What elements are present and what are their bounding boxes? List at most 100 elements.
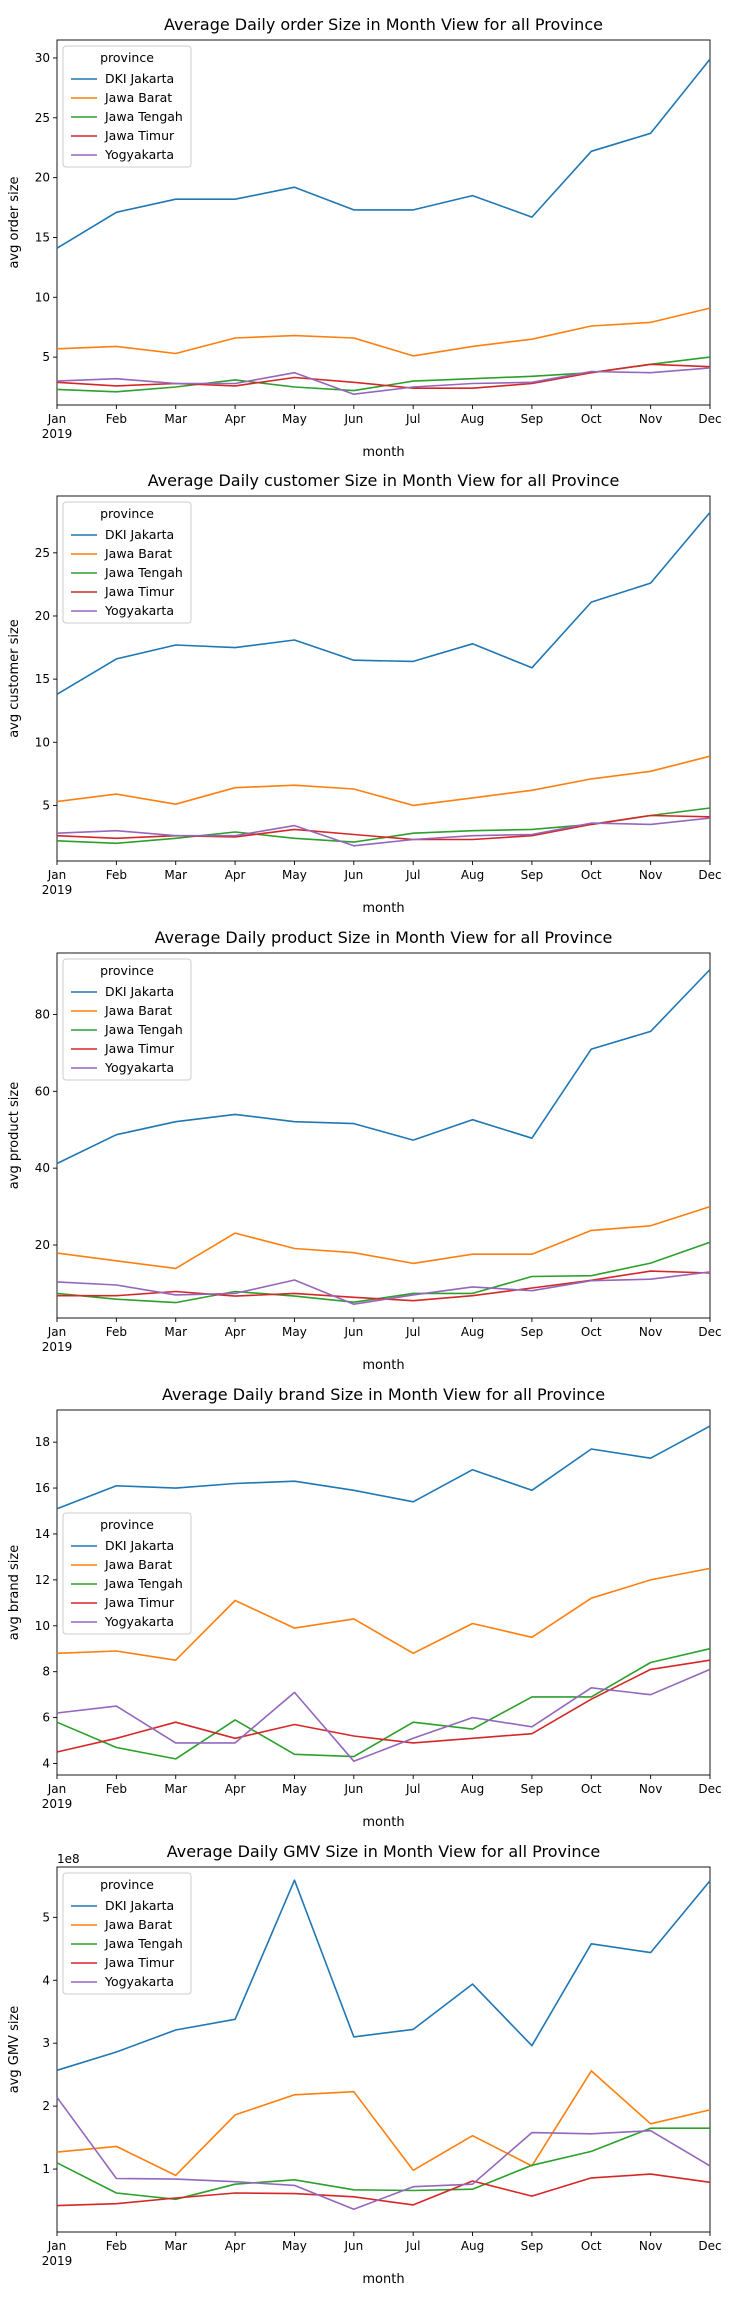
legend-label-jawa-tengah: Jawa Tengah bbox=[104, 1576, 183, 1591]
y-tick-label: 25 bbox=[35, 546, 50, 560]
x-tick-label: May bbox=[282, 412, 307, 426]
x-tick-label: Jan bbox=[47, 1325, 67, 1339]
x-tick-label: Jul bbox=[405, 412, 420, 426]
chart-title: Average Daily brand Size in Month View f… bbox=[162, 1385, 605, 1404]
legend-label-yogyakarta: Yogyakarta bbox=[104, 147, 174, 162]
legend-label-jawa-barat: Jawa Barat bbox=[104, 1557, 172, 1572]
y-tick-label: 20 bbox=[35, 609, 50, 623]
legend-title: province bbox=[100, 50, 154, 65]
x-tick-label: Jul bbox=[405, 1782, 420, 1796]
legend-label-jawa-tengah: Jawa Tengah bbox=[104, 109, 183, 124]
x-tick-label: Aug bbox=[461, 412, 484, 426]
y-axis-label: avg order size bbox=[7, 176, 22, 268]
chart-title: Average Daily customer Size in Month Vie… bbox=[148, 471, 620, 490]
x-axis-label: month bbox=[362, 1815, 404, 1830]
x-tick-label: Jul bbox=[405, 868, 420, 882]
y-tick-label: 60 bbox=[35, 1084, 50, 1098]
series-line-jawa-timur bbox=[56, 814, 711, 841]
y-tick-label: 15 bbox=[35, 230, 50, 244]
x-tick-year-label: 2019 bbox=[42, 1797, 73, 1811]
series-line-jawa-tengah bbox=[56, 1647, 711, 1760]
y-tick-label: 80 bbox=[35, 1007, 50, 1021]
y-tick-label: 6 bbox=[42, 1711, 50, 1725]
x-tick-label: Feb bbox=[106, 2239, 127, 2253]
series-line-jawa-timur bbox=[56, 2173, 711, 2207]
y-tick-label: 1 bbox=[42, 2162, 50, 2176]
legend-label-jawa-tengah: Jawa Tengah bbox=[104, 565, 183, 580]
y-axis-label: avg product size bbox=[7, 1082, 22, 1189]
x-tick-label: Sep bbox=[521, 1782, 544, 1796]
series-line-jawa-barat bbox=[56, 1205, 711, 1270]
legend-label-jawa-timur: Jawa Timur bbox=[104, 128, 175, 143]
x-tick-label: Dec bbox=[698, 868, 721, 882]
x-axis-label: month bbox=[362, 1358, 404, 1373]
series-line-yogyakarta bbox=[56, 367, 711, 396]
series-line-jawa-timur bbox=[56, 363, 711, 390]
series-line-yogyakarta bbox=[56, 817, 711, 847]
x-tick-label: Oct bbox=[581, 1782, 602, 1796]
x-tick-label: Apr bbox=[225, 2239, 246, 2253]
y-tick-label: 10 bbox=[35, 290, 50, 304]
x-tick-year-label: 2019 bbox=[42, 1340, 73, 1354]
x-axis-label: month bbox=[362, 901, 404, 916]
x-tick-label: Apr bbox=[225, 1782, 246, 1796]
series-line-jawa-tengah bbox=[56, 2127, 710, 2201]
x-tick-label: Nov bbox=[639, 1325, 662, 1339]
legend: province DKI Jakarta Jawa Barat Jawa Tengah… bbox=[62, 45, 192, 168]
x-tick-label: Jan bbox=[47, 868, 67, 882]
legend-label-jawa-tengah: Jawa Tengah bbox=[104, 1936, 183, 1951]
y-tick-label: 16 bbox=[35, 1481, 50, 1495]
series-line-dki-jakarta bbox=[56, 968, 711, 1165]
legend-label-dki-jakarta: DKI Jakarta bbox=[105, 527, 174, 542]
y-tick-label: 10 bbox=[35, 1619, 50, 1633]
x-tick-year-label: 2019 bbox=[42, 427, 73, 441]
legend-label-jawa-timur: Jawa Timur bbox=[104, 1041, 175, 1056]
legend-label-yogyakarta: Yogyakarta bbox=[104, 1614, 174, 1629]
x-tick-year-label: 2019 bbox=[42, 2254, 73, 2268]
x-tick-label: Sep bbox=[521, 412, 544, 426]
y-tick-label: 25 bbox=[35, 111, 50, 125]
x-tick-year-label: 2019 bbox=[42, 883, 73, 897]
series-line-jawa-barat bbox=[56, 307, 711, 357]
y-tick-label: 20 bbox=[35, 1238, 50, 1252]
x-tick-label: Mar bbox=[164, 412, 187, 426]
legend: province DKI Jakarta Jawa Barat Jawa Tengah… bbox=[62, 958, 192, 1081]
legend: province DKI Jakarta Jawa Barat Jawa Tengah… bbox=[62, 501, 192, 624]
x-tick-label: Mar bbox=[164, 868, 187, 882]
legend: province DKI Jakarta Jawa Barat Jawa Tengah… bbox=[62, 1872, 192, 1995]
series-line-dki-jakarta bbox=[56, 1425, 711, 1510]
x-tick-label: Oct bbox=[581, 1325, 602, 1339]
x-tick-label: Jun bbox=[343, 1325, 363, 1339]
x-tick-label: Oct bbox=[581, 412, 602, 426]
legend-label-jawa-timur: Jawa Timur bbox=[104, 1595, 175, 1610]
x-tick-label: Apr bbox=[225, 412, 246, 426]
x-tick-label: Nov bbox=[639, 412, 662, 426]
x-tick-label: Aug bbox=[461, 1782, 484, 1796]
x-tick-label: Mar bbox=[164, 2239, 187, 2253]
y-tick-label: 20 bbox=[35, 171, 50, 185]
axes-frame bbox=[56, 495, 711, 862]
x-tick-label: May bbox=[282, 1782, 307, 1796]
x-tick-label: Dec bbox=[698, 1325, 721, 1339]
series-line-yogyakarta bbox=[56, 2096, 711, 2211]
legend-label-yogyakarta: Yogyakarta bbox=[104, 1974, 174, 1989]
legend-label-yogyakarta: Yogyakarta bbox=[104, 603, 174, 618]
legend-label-jawa-barat: Jawa Barat bbox=[104, 1917, 172, 1932]
series-line-yogyakarta bbox=[56, 1668, 711, 1762]
series-line-jawa-tengah bbox=[56, 807, 711, 845]
y-tick-label: 5 bbox=[42, 798, 50, 812]
legend-label-jawa-tengah: Jawa Tengah bbox=[104, 1022, 183, 1037]
x-tick-label: Feb bbox=[106, 1325, 127, 1339]
series-line-dki-jakarta bbox=[56, 1879, 711, 2072]
x-tick-label: Jan bbox=[47, 412, 67, 426]
x-tick-label: Mar bbox=[164, 1325, 187, 1339]
series-line-jawa-timur bbox=[56, 1659, 711, 1753]
x-tick-label: Jul bbox=[405, 1325, 420, 1339]
y-axis-label: avg brand size bbox=[7, 1545, 22, 1640]
y-tick-label: 18 bbox=[35, 1435, 50, 1449]
y-tick-label: 5 bbox=[42, 1910, 50, 1924]
legend-label-dki-jakarta: DKI Jakarta bbox=[105, 1898, 174, 1913]
legend-label-jawa-barat: Jawa Barat bbox=[104, 1003, 172, 1018]
chart-3: Average Daily product Size in Month View… bbox=[7, 928, 722, 1373]
